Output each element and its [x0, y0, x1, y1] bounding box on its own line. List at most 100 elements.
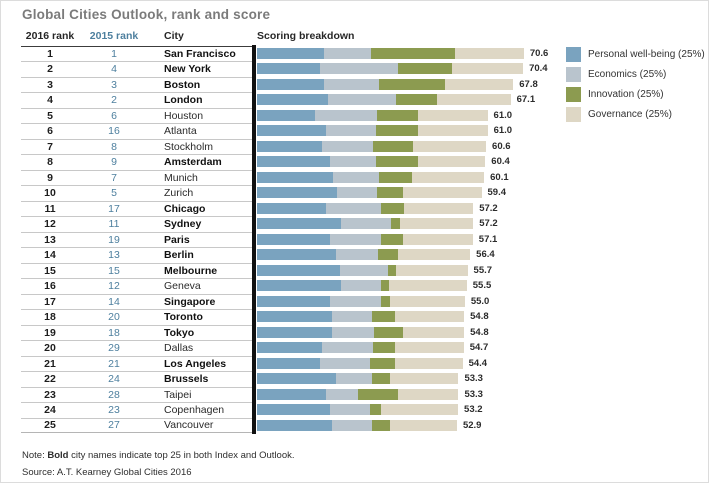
bar-segment-economics — [326, 202, 381, 214]
score-label: 54.7 — [469, 342, 489, 354]
legend-label: Economics (25%) — [588, 69, 667, 80]
rank-2015-cell: 12 — [108, 280, 120, 293]
bar-segment-economics — [331, 311, 372, 323]
bar-segment-economics — [323, 47, 372, 59]
bar-segment-personal-well-being — [257, 357, 320, 369]
row-left-cells: 19 18 Tokyo — [21, 324, 252, 341]
bar-segment-governance — [452, 63, 524, 75]
bar-segment-innovation — [372, 419, 391, 431]
bar-segment-personal-well-being — [257, 295, 330, 307]
table-row: 1 1 San Francisco 70.6 — [21, 45, 690, 62]
score-label: 60.1 — [490, 171, 509, 183]
row-left-cells: 3 3 Boston — [21, 76, 252, 93]
city-name-cell: Munich — [164, 171, 198, 184]
bar-segment-economics — [320, 63, 399, 75]
rank-2016-cell: 14 — [44, 249, 56, 262]
bar-zone: 52.9 — [257, 419, 481, 431]
legend-swatch-icon — [566, 67, 581, 82]
bar-zone: 56.4 — [257, 249, 495, 261]
score-label: 59.4 — [487, 187, 507, 199]
bar-segment-innovation — [380, 280, 390, 292]
bar-segment-economics — [340, 264, 388, 276]
legend: Personal well-being (25%) Economics (25%)… — [566, 47, 705, 127]
bar-segment-personal-well-being — [257, 373, 336, 385]
bar-segment-personal-well-being — [257, 249, 336, 261]
score-label: 54.8 — [470, 311, 489, 323]
city-name-cell: Berlin — [164, 249, 194, 262]
row-left-cells: 22 24 Brussels — [21, 371, 252, 387]
row-left-cells: 8 9 Amsterdam — [21, 154, 252, 170]
rank-2015-cell: 20 — [108, 311, 120, 324]
bar-segment-personal-well-being — [257, 404, 330, 416]
stacked-score-bar — [257, 326, 465, 338]
rank-2016-cell: 9 — [47, 171, 53, 184]
rank-2016-cell: 19 — [44, 326, 56, 339]
table-row: 22 24 Brussels 53.3 — [21, 371, 690, 387]
score-label: 67.1 — [516, 94, 536, 106]
stacked-score-bar — [257, 47, 524, 59]
rank-2016-cell: 16 — [44, 280, 56, 293]
column-header-2015-rank: 2015 rank — [89, 30, 139, 42]
row-left-cells: 4 2 London — [21, 92, 252, 108]
stacked-score-bar — [257, 404, 459, 416]
table-row: 15 15 Melbourne 55.7 — [21, 262, 690, 279]
bar-segment-innovation — [380, 295, 391, 307]
bar-baseline-axis — [252, 45, 256, 434]
bar-zone: 57.2 — [257, 218, 498, 230]
bar-segment-innovation — [373, 342, 396, 354]
bar-zone: 53.3 — [257, 388, 483, 400]
city-name-cell: Copenhagen — [164, 404, 225, 417]
rank-2015-cell: 18 — [108, 326, 120, 339]
city-name-cell: London — [164, 94, 203, 107]
row-left-cells: 25 27 Vancouver — [21, 417, 252, 433]
table-row: 21 21 Los Angeles 54.4 — [21, 355, 690, 372]
table-row: 8 9 Amsterdam 60.4 — [21, 154, 690, 170]
rank-2016-cell: 24 — [44, 404, 56, 417]
score-label: 61.0 — [493, 125, 513, 137]
table-row: 5 6 Houston 61.0 — [21, 107, 690, 124]
bar-segment-governance — [395, 357, 463, 369]
bar-segment-governance — [437, 94, 511, 106]
table-row: 25 27 Vancouver 52.9 — [21, 417, 690, 433]
rank-2015-cell: 4 — [111, 63, 117, 76]
column-header-2016-rank: 2016 rank — [25, 30, 75, 42]
bar-zone: 59.4 — [257, 187, 507, 199]
rank-2016-cell: 22 — [44, 373, 56, 386]
bar-segment-economics — [329, 404, 370, 416]
bar-segment-economics — [322, 140, 374, 152]
bar-segment-governance — [390, 295, 465, 307]
stacked-score-bar — [257, 156, 486, 168]
rank-2016-cell: 5 — [47, 109, 53, 122]
bar-segment-economics — [323, 78, 380, 90]
bar-segment-personal-well-being — [257, 218, 341, 230]
bar-segment-innovation — [380, 202, 405, 214]
row-left-cells: 2 4 New York — [21, 61, 252, 77]
city-name-cell: Boston — [164, 78, 201, 91]
chart-title: Global Cities Outlook, rank and score — [22, 7, 271, 22]
rank-2015-cell: 28 — [108, 388, 120, 401]
stacked-score-bar — [257, 78, 514, 90]
bar-zone: 55.5 — [257, 280, 491, 292]
stacked-score-bar — [257, 388, 459, 400]
stacked-score-bar — [257, 202, 474, 214]
bar-zone: 54.7 — [257, 342, 489, 354]
bar-segment-governance — [400, 218, 474, 230]
bar-segment-innovation — [373, 140, 414, 152]
bar-segment-personal-well-being — [257, 233, 331, 245]
score-label: 54.8 — [470, 326, 489, 338]
rank-2016-cell: 21 — [44, 357, 56, 370]
bar-segment-personal-well-being — [257, 187, 337, 199]
bar-segment-personal-well-being — [257, 125, 327, 137]
bar-segment-innovation — [396, 94, 438, 106]
bar-segment-economics — [329, 295, 381, 307]
stacked-score-bar — [257, 373, 459, 385]
stacked-score-bar — [257, 295, 465, 307]
row-left-cells: 17 14 Singapore — [21, 293, 252, 310]
bar-segment-economics — [315, 109, 377, 121]
bar-segment-personal-well-being — [257, 311, 332, 323]
bar-zone: 57.1 — [257, 233, 497, 245]
rank-2015-cell: 6 — [111, 109, 117, 122]
rank-2015-cell: 15 — [108, 264, 120, 277]
table-row: 3 3 Boston 67.8 — [21, 76, 690, 93]
row-left-cells: 14 13 Berlin — [21, 247, 252, 263]
